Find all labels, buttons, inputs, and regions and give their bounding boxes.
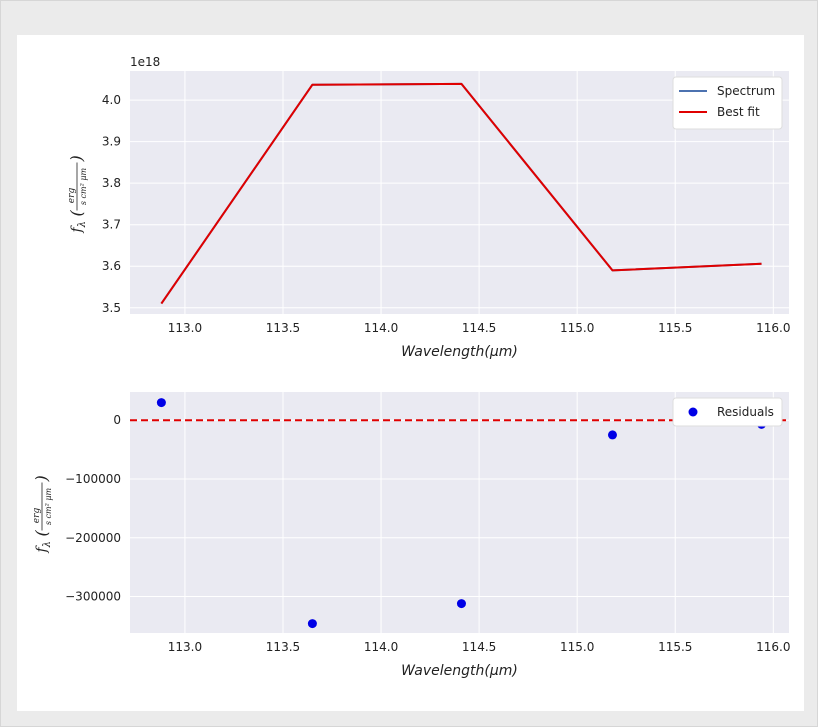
y-offset-label: 1e18 <box>130 55 160 69</box>
x-tick-label: 115.0 <box>560 321 594 335</box>
x-tick-label: 114.0 <box>364 321 398 335</box>
residual-point <box>607 430 617 440</box>
ylabel-main: fλ <box>69 221 88 234</box>
series-line-best-fit <box>160 82 762 305</box>
x-axis-label: Wavelength(μm) <box>401 663 518 679</box>
x-axis-label: Wavelength(μm) <box>401 344 518 360</box>
x-tick-label: 115.5 <box>658 640 692 654</box>
ylabel-paren-close: ) <box>67 155 86 162</box>
x-tick-label: 115.0 <box>560 640 594 654</box>
x-tick-label: 113.5 <box>266 321 300 335</box>
y-tick-label: −300000 <box>65 590 121 604</box>
legend-label: Spectrum <box>717 84 775 98</box>
y-axis-label: fλ ( erg s cm² μm) <box>67 155 88 233</box>
ylabel-numerator: erg <box>67 188 77 204</box>
legend-label: Residuals <box>717 405 774 419</box>
ylabel-main: fλ <box>34 541 53 554</box>
y-tick-label: 3.9 <box>102 135 121 149</box>
x-tick-label: 113.0 <box>168 640 202 654</box>
x-tick-label: 113.5 <box>266 640 300 654</box>
x-tick-label: 114.5 <box>462 321 496 335</box>
figure-canvas: 113.0 113.5 114.0 114.5 115.0 115.5 116.0 3.5 3.… <box>17 35 804 711</box>
ylabel-paren-open: ( <box>67 210 86 217</box>
ylabel-denominator: s cm² μm <box>44 487 53 525</box>
x-tick-label: 114.5 <box>462 640 496 654</box>
legend: Residuals <box>672 397 783 427</box>
x-tick-label: 115.5 <box>658 321 692 335</box>
x-tick-label: 116.0 <box>756 640 790 654</box>
y-tick-label: 3.8 <box>102 176 121 190</box>
y-tick-label: −200000 <box>65 531 121 545</box>
figure-svg: 113.0 113.5 114.0 114.5 115.0 115.5 116.0 3.5 3.… <box>32 55 791 679</box>
ylabel-paren-open: ( <box>32 530 51 537</box>
y-tick-label: 3.7 <box>102 218 121 232</box>
legend-swatch <box>688 407 698 417</box>
plot-area-background <box>130 392 789 633</box>
x-tick-label: 116.0 <box>756 321 790 335</box>
y-axis-label: fλ ( erg s cm² μm) <box>32 475 53 553</box>
y-tick-label: 3.6 <box>102 259 121 273</box>
residual-point <box>156 398 166 408</box>
y-tick-label: 0 <box>113 413 121 427</box>
legend-label: Best fit <box>717 105 760 119</box>
x-tick-label: 113.0 <box>168 321 202 335</box>
legend: Spectrum Best fit <box>672 76 783 130</box>
residual-point <box>307 619 317 629</box>
spectrum-panel: 113.0 113.5 114.0 114.5 115.0 115.5 116.0 3.5 3.… <box>102 55 791 360</box>
x-tick-label: 114.0 <box>364 640 398 654</box>
ylabel-numerator: erg <box>32 508 42 524</box>
y-tick-label: −100000 <box>65 472 121 486</box>
legend-box <box>672 397 783 427</box>
y-tick-label: 3.5 <box>102 301 121 315</box>
ylabel-paren-close: ) <box>32 475 51 482</box>
residual-point <box>456 599 466 609</box>
residuals-panel: 113.0 113.5 114.0 114.5 115.0 115.5 116.0 0 −100… <box>65 392 790 679</box>
ylabel-denominator: s cm² μm <box>79 167 88 205</box>
y-tick-label: 4.0 <box>102 93 121 107</box>
